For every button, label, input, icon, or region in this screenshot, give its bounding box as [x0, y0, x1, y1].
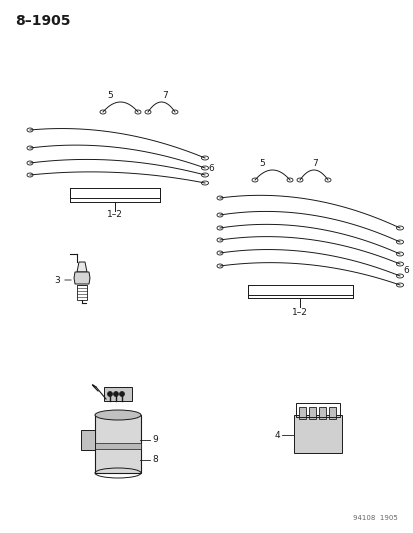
- Bar: [298, 407, 305, 419]
- Text: 6: 6: [402, 265, 408, 274]
- Circle shape: [107, 392, 112, 397]
- FancyBboxPatch shape: [95, 415, 141, 473]
- Text: 7: 7: [162, 91, 167, 100]
- Bar: [293, 415, 341, 453]
- Text: 8: 8: [152, 456, 157, 464]
- Text: 4: 4: [274, 431, 279, 440]
- Bar: [77, 285, 87, 300]
- Bar: [328, 407, 335, 419]
- Bar: [295, 403, 339, 417]
- Ellipse shape: [95, 410, 141, 420]
- Bar: [308, 407, 315, 419]
- FancyBboxPatch shape: [81, 430, 95, 450]
- Text: 7: 7: [311, 159, 317, 168]
- Text: 6: 6: [207, 164, 213, 173]
- Circle shape: [113, 392, 118, 397]
- Text: 8–1905: 8–1905: [15, 14, 70, 28]
- Text: 94108  1905: 94108 1905: [352, 515, 397, 521]
- Bar: [247, 285, 352, 295]
- Text: 5: 5: [107, 91, 113, 100]
- Bar: [70, 188, 159, 198]
- Polygon shape: [77, 262, 87, 272]
- Bar: [318, 407, 325, 419]
- Polygon shape: [74, 272, 90, 284]
- Text: 1–2: 1–2: [291, 308, 307, 317]
- Bar: [95, 443, 141, 449]
- Text: 9: 9: [152, 435, 157, 445]
- Text: 5: 5: [259, 159, 264, 168]
- Text: 1–2: 1–2: [107, 210, 123, 219]
- Bar: [104, 387, 132, 401]
- Circle shape: [119, 392, 124, 397]
- Text: 3: 3: [54, 276, 60, 285]
